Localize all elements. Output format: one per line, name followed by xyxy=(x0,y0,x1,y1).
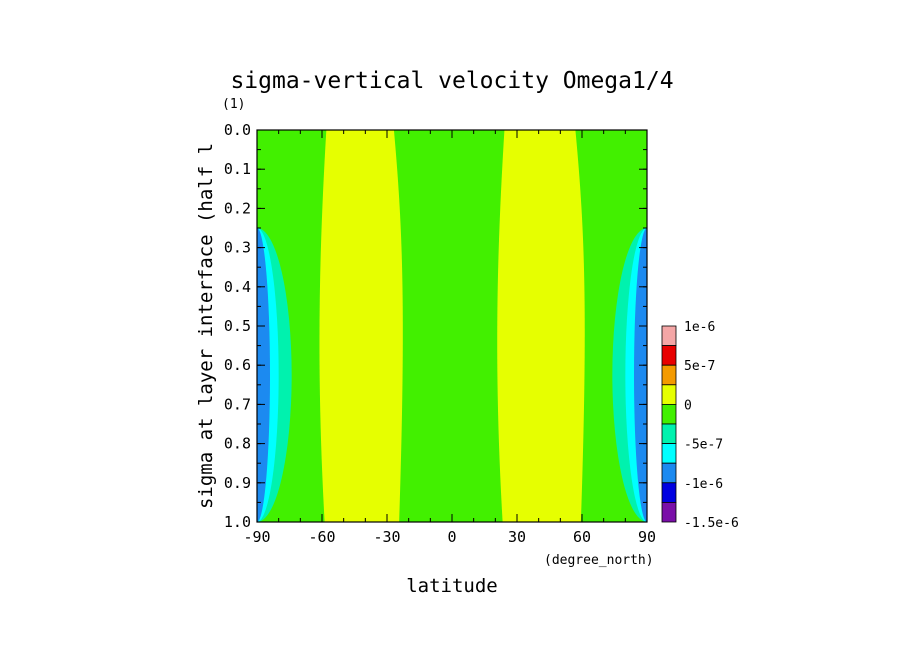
colorbar-swatch xyxy=(661,423,677,445)
colorbar-label: 1e-6 xyxy=(684,320,715,335)
colorbar-label: 0 xyxy=(684,398,692,413)
y-tick-label: 0.9 xyxy=(224,474,251,492)
x-axis-label: latitude xyxy=(406,575,498,597)
colorbar-swatch xyxy=(661,443,677,464)
y-tick-label: 0.0 xyxy=(224,121,251,139)
contour-band-yellow-2 xyxy=(497,130,585,522)
colorbar-swatch xyxy=(661,384,677,405)
x-axis: -90 -60 -30 0 30 60 90 xyxy=(243,130,656,546)
x-tick-label: -90 xyxy=(243,528,270,546)
x-units-label: (degree_north) xyxy=(544,553,654,568)
y-tick-label: 0.4 xyxy=(224,278,251,296)
x-tick-label: 60 xyxy=(573,528,591,546)
contour-field xyxy=(257,130,647,522)
contour-edge-south-3 xyxy=(257,228,270,522)
y-tick-label: 0.6 xyxy=(224,356,251,374)
field-background xyxy=(257,130,647,522)
contour-edge-north-6 xyxy=(634,228,647,522)
y-tick-label: 0.3 xyxy=(224,239,251,257)
y-tick-label: 0.5 xyxy=(224,317,251,335)
x-tick-label: 0 xyxy=(447,528,456,546)
y-tick-label: 0.8 xyxy=(224,435,251,453)
x-tick-label: 30 xyxy=(508,528,526,546)
colorbar-swatch xyxy=(661,364,677,386)
colorbar-label: -1.5e-6 xyxy=(684,516,739,531)
y-tick-label: 1.0 xyxy=(224,513,251,531)
y-tick-label: 0.1 xyxy=(224,160,251,178)
y-units-label: (1) xyxy=(222,97,245,112)
colorbar-label: 5e-7 xyxy=(684,359,715,374)
colorbar-swatch xyxy=(661,345,677,366)
colorbar-swatch xyxy=(661,403,677,425)
colorbar-label: -1e-6 xyxy=(684,477,723,492)
colorbar-swatch xyxy=(661,501,677,523)
colorbar-swatch xyxy=(661,462,677,484)
x-tick-label: -60 xyxy=(308,528,335,546)
chart-title: sigma-vertical velocity Omega1/4 xyxy=(230,68,673,94)
y-axis: 0.0 0.1 0.2 0.3 0.4 0.5 0.6 0.7 0.8 0.9 1.0 xyxy=(224,121,647,531)
colorbar-label: -5e-7 xyxy=(684,438,723,453)
y-tick-label: 0.7 xyxy=(224,395,251,413)
plot-area xyxy=(256,129,648,523)
y-tick-label: 0.2 xyxy=(224,199,251,217)
x-tick-label: 90 xyxy=(638,528,656,546)
colorbar-swatch xyxy=(661,482,677,503)
contour-band-yellow-1 xyxy=(319,130,403,522)
x-tick-label: -30 xyxy=(373,528,400,546)
colorbar: 1e-6 5e-7 0 -5e-7 -1e-6 -1.5e-6 xyxy=(661,320,739,531)
y-axis-label: sigma at layer interface (half l xyxy=(195,143,217,509)
colorbar-swatch xyxy=(661,325,677,347)
